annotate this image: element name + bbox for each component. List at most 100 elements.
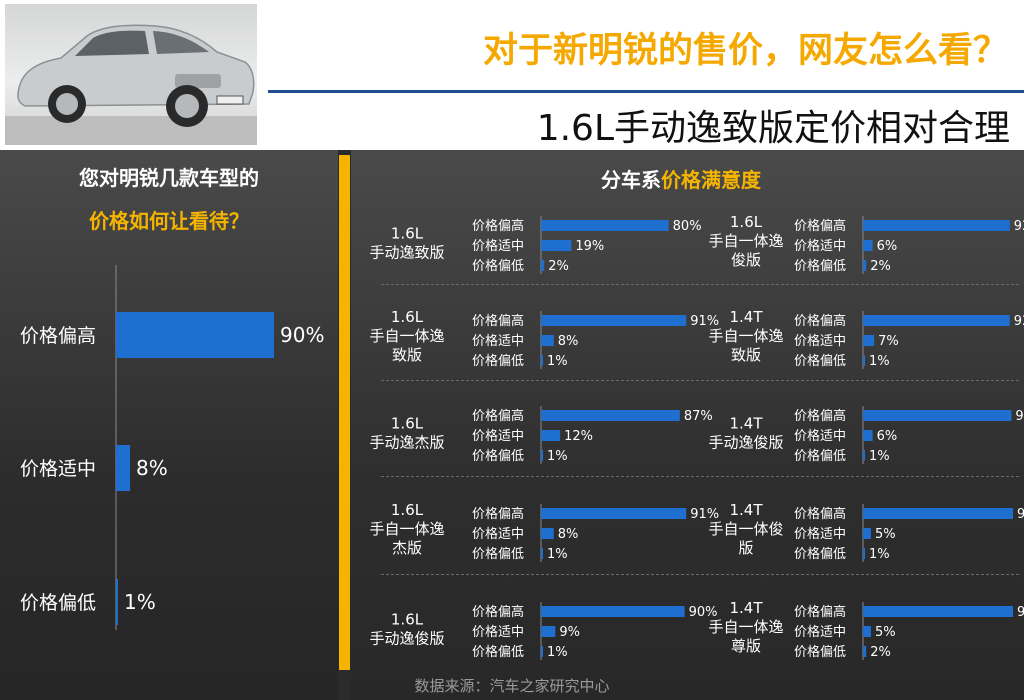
bar — [541, 430, 561, 441]
bar-value-label: 90% — [689, 605, 718, 620]
category-label: 价格偏低 — [472, 258, 524, 274]
series-label: 1.4T — [729, 308, 763, 326]
bar — [863, 335, 875, 346]
series-label: 致版 — [731, 346, 761, 364]
bar — [863, 508, 1013, 519]
series-label: 手自一体俊 — [708, 520, 783, 538]
bar-value-label: 1% — [547, 645, 568, 660]
bar-value-label: 90% — [280, 323, 324, 347]
bar — [541, 260, 545, 271]
series-label: 手动逸俊版 — [708, 434, 783, 452]
category-label: 价格偏高 — [794, 506, 846, 522]
bar-value-label: 94% — [1017, 507, 1024, 522]
data-source: 数据来源：汽车之家研究中心 — [414, 677, 610, 695]
overall-price-panel: 您对明锐几款车型的 价格如何让看待？ 价格偏高 90% 价格适中 8% 价格偏低 1% — [0, 150, 338, 700]
series-label: 手动逸杰版 — [369, 434, 444, 452]
bar — [541, 355, 543, 366]
bar-value-label: 1% — [869, 547, 890, 562]
series-heading-prefix: 分车系 — [601, 168, 661, 192]
bar-value-label: 2% — [870, 645, 891, 660]
bar — [863, 528, 871, 539]
series-label: 手动逸致版 — [369, 244, 444, 262]
series-satisfaction-panel: 分车系价格满意度 1.6L 手动逸致版 价格偏高 80% 价格适中 19% 价格偏低 2% 1.… — [351, 150, 1024, 700]
series-label: 尊版 — [731, 637, 761, 655]
series-heading-highlight: 价格满意度 — [661, 168, 761, 192]
category-label: 价格偏高 — [472, 313, 524, 329]
bar-value-label: 8% — [558, 334, 579, 349]
row-separator — [381, 476, 1019, 477]
page-title: 对于新明锐的售价，网友怎么看？ — [482, 31, 1008, 71]
series-label: 1.4T — [729, 415, 763, 433]
category-label: 价格适中 — [472, 238, 524, 254]
bar — [541, 315, 687, 326]
bar-value-label: 1% — [547, 547, 568, 562]
bar-value-label: 91% — [690, 314, 719, 329]
series-label: 1.6L — [391, 415, 424, 433]
bar-value-label: 91% — [690, 507, 719, 522]
bar — [541, 548, 543, 559]
category-label: 价格偏低 — [794, 546, 846, 562]
category-label: 价格适中 — [794, 624, 846, 640]
bar-value-label: 94% — [1017, 605, 1024, 620]
category-label: 价格偏高 — [794, 604, 846, 620]
bar-value-label: 2% — [870, 259, 891, 274]
bar — [863, 355, 865, 366]
category-label: 价格偏低 — [794, 353, 846, 369]
series-label: 手自一体逸 — [369, 520, 444, 538]
series-label: 杰版 — [392, 539, 422, 557]
bar-value-label: 93% — [1015, 409, 1024, 424]
series-label: 手自一体逸 — [708, 327, 783, 345]
series-label: 手动逸俊版 — [369, 630, 444, 648]
series-label: 1.6L — [391, 501, 424, 519]
left-question-line1: 您对明锐几款车型的 — [79, 166, 259, 190]
bar-value-label: 9% — [559, 625, 580, 640]
bar-value-label: 19% — [575, 239, 604, 254]
bar — [863, 548, 865, 559]
category-label: 价格偏低 — [472, 448, 524, 464]
bar-value-label: 1% — [547, 449, 568, 464]
row-separator — [381, 380, 1019, 381]
category-label: 价格偏高 — [472, 408, 524, 424]
bar-value-label: 80% — [673, 219, 702, 234]
bar-value-label: 1% — [124, 590, 156, 614]
category-label: 价格适中 — [794, 333, 846, 349]
bar-value-label: 92% — [1014, 219, 1024, 234]
bar-value-label: 8% — [558, 527, 579, 542]
bar-value-label: 8% — [136, 456, 168, 480]
bar-value-label: 92% — [1014, 314, 1024, 329]
bar — [863, 220, 1010, 231]
category-label: 价格适中 — [472, 428, 524, 444]
series-label: 致版 — [392, 346, 422, 364]
category-label: 价格适中 — [20, 458, 96, 480]
bar — [863, 315, 1010, 326]
category-label: 价格偏高 — [794, 218, 846, 234]
category-label: 价格偏低 — [472, 644, 524, 660]
bar-value-label: 7% — [878, 334, 899, 349]
header-rule — [268, 90, 1024, 93]
bar-value-label: 12% — [564, 429, 593, 444]
series-label: 1.4T — [729, 599, 763, 617]
category-label: 价格偏低 — [472, 546, 524, 562]
bar — [541, 508, 687, 519]
car-photo — [0, 0, 258, 150]
bar — [116, 312, 274, 358]
category-label: 价格偏低 — [472, 353, 524, 369]
series-label: 1.6L — [730, 213, 763, 231]
page-subtitle: 1.6L手动逸致版定价相对合理 — [536, 108, 1010, 149]
bar-value-label: 2% — [548, 259, 569, 274]
category-label: 价格偏高 — [794, 408, 846, 424]
header: 对于新明锐的售价，网友怎么看？ 1.6L手动逸致版定价相对合理 — [0, 0, 1024, 150]
series-label: 手自一体逸 — [708, 618, 783, 636]
row-separator — [381, 284, 1019, 285]
bar — [541, 528, 554, 539]
category-label: 价格偏低 — [794, 258, 846, 274]
category-label: 价格适中 — [794, 428, 846, 444]
bar — [863, 410, 1012, 421]
bar — [541, 240, 572, 251]
bar-value-label: 5% — [875, 625, 896, 640]
category-label: 价格适中 — [472, 526, 524, 542]
bar-value-label: 6% — [877, 239, 898, 254]
bar — [863, 240, 873, 251]
bar — [863, 260, 867, 271]
